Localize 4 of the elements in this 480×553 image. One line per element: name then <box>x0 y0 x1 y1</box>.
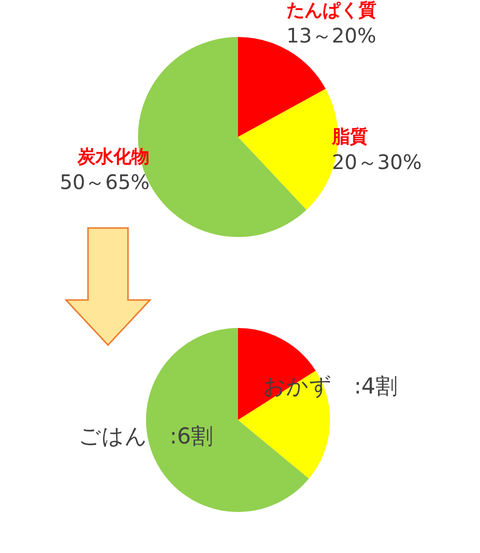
slice-label: たんぱく質 <box>286 0 376 21</box>
text: ごはん :6割 <box>78 424 213 450</box>
text: 50～65% <box>60 170 150 194</box>
text: 13～20% <box>286 23 376 48</box>
